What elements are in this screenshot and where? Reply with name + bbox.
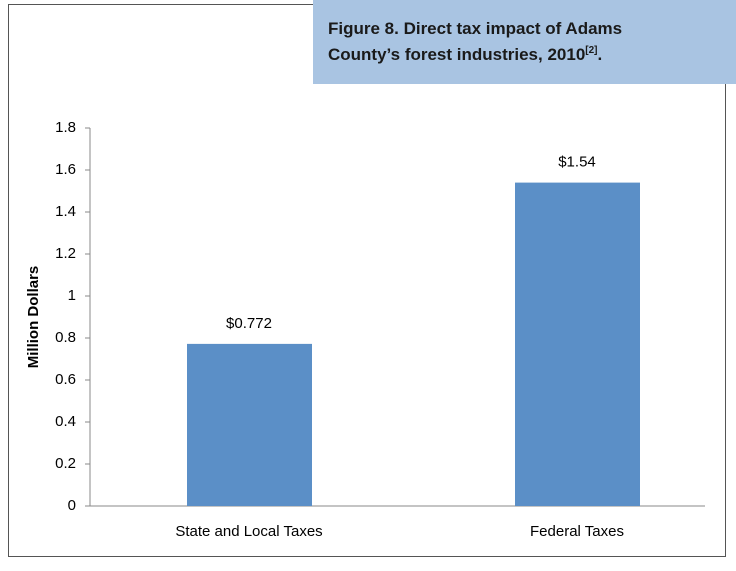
title-box xyxy=(313,0,736,84)
x-tick-label: Federal Taxes xyxy=(530,523,624,540)
title-end: . xyxy=(598,45,603,64)
data-label: $1.54 xyxy=(558,154,596,171)
data-label: $0.772 xyxy=(226,315,272,332)
x-tick-label: State and Local Taxes xyxy=(175,523,322,540)
y-tick-label: 1.6 xyxy=(55,161,76,178)
y-tick-label: 0 xyxy=(68,497,76,514)
title-text: County’s forest industries, 2010 xyxy=(328,45,585,64)
y-axis-label: Million Dollars xyxy=(25,266,42,369)
y-tick-label: 1.4 xyxy=(55,203,76,220)
bar xyxy=(515,182,640,506)
y-tick-label: 0.4 xyxy=(55,413,76,430)
chart-title: Figure 8. Direct tax impact of Adams xyxy=(328,19,622,38)
y-tick-label: 1 xyxy=(68,287,76,304)
title-ref: [2] xyxy=(585,45,597,56)
y-tick-label: 1.2 xyxy=(55,245,76,262)
y-tick-label: 1.8 xyxy=(55,119,76,136)
y-tick-label: 0.8 xyxy=(55,329,76,346)
bar xyxy=(187,343,312,506)
y-tick-label: 0.6 xyxy=(55,371,76,388)
y-tick-label: 0.2 xyxy=(55,455,76,472)
chart-title: County’s forest industries, 2010[2]. xyxy=(328,45,602,64)
